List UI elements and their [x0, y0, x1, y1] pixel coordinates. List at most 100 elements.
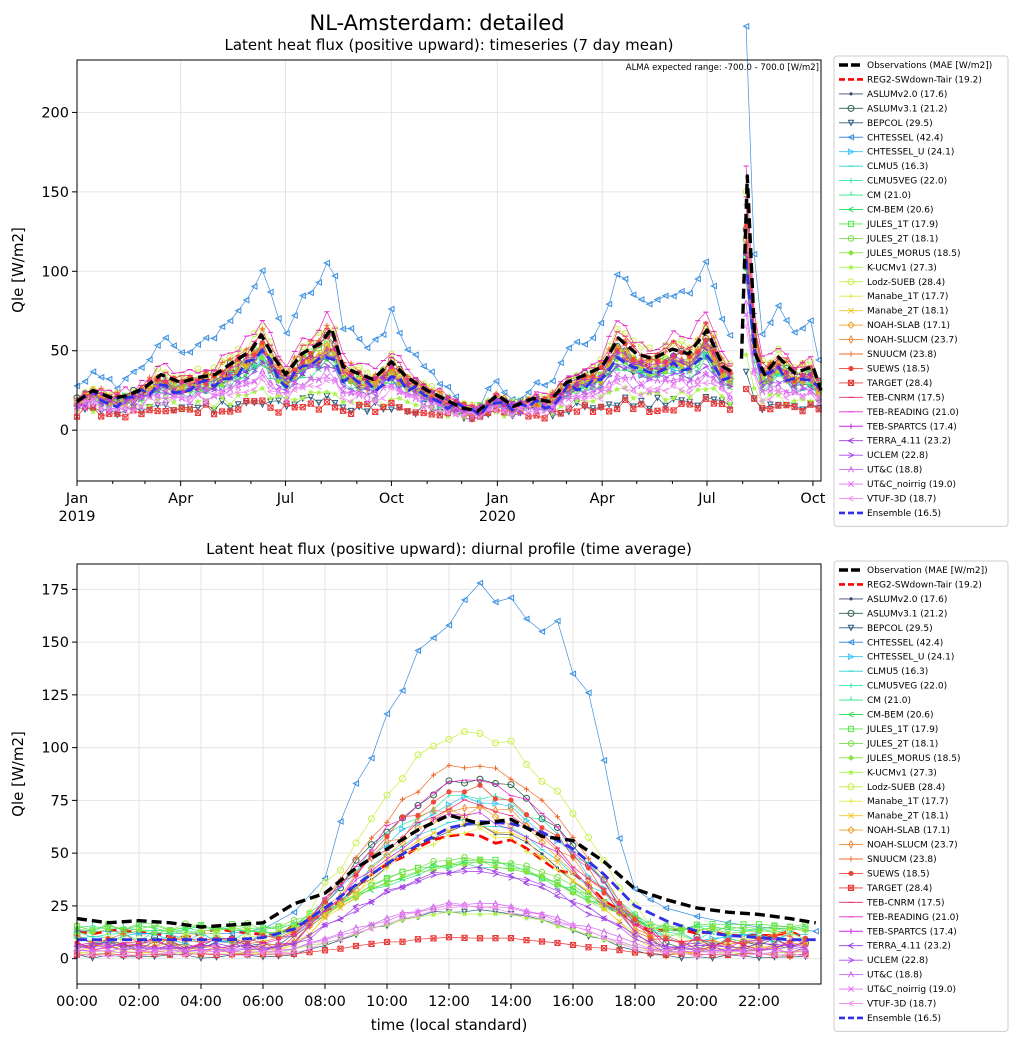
series-point-chtessel	[387, 305, 395, 313]
series-point-cm-bem	[694, 363, 701, 370]
legend-label-chtessel-u: CHTESSEL_U (24.1)	[867, 148, 954, 158]
series-point-vtuf-3d	[379, 395, 387, 402]
legend-label-noah-slucm: NOAH-SLUCM (23.7)	[867, 841, 958, 851]
series-point-k-ucmv1	[340, 398, 347, 405]
legend-marker-jules-2t	[847, 235, 855, 242]
series-point-vtuf-3d	[250, 386, 258, 393]
series-point-bepcol	[461, 908, 468, 916]
legend-marker-aslumv2-0	[849, 92, 853, 96]
series-line-lodz-sueb	[745, 191, 820, 381]
x-tick-label-06:00: 06:00	[242, 994, 284, 1010]
series-point-vtuf-3d	[613, 379, 620, 386]
series-point-k-ucmv1	[194, 398, 201, 405]
series-point-target	[339, 407, 347, 414]
legend-label-teb-spartcs: TEB-SPARTCS (17.4)	[866, 422, 957, 432]
series-point-vtuf-3d	[371, 398, 379, 405]
series-point-target	[267, 404, 274, 411]
series-point-target	[146, 407, 153, 414]
series-point-lodz-sueb	[315, 328, 323, 336]
series-point-k-ucmv1	[686, 394, 693, 401]
series-point-chtessel-u	[430, 810, 438, 817]
figure-title: NL-Amsterdam: detailed	[309, 11, 564, 35]
series-line-ensemble	[744, 259, 820, 388]
series-point-k-ucmv1	[614, 386, 621, 393]
series-point-aslumv3-1	[445, 777, 453, 785]
series-point-bepcol	[774, 401, 782, 409]
series-point-target	[468, 415, 476, 422]
legend-marker-vtuf-3d	[847, 495, 854, 502]
series-point-jules-morus	[219, 382, 226, 389]
series-point-terra-4-11	[331, 354, 338, 361]
series-point-chtessel	[331, 272, 339, 280]
series-point-vtuf-3d	[161, 400, 169, 407]
series-point-ut-c	[710, 376, 717, 383]
series-point-k-ucmv1	[404, 398, 411, 405]
series-point-target	[718, 400, 726, 408]
legend-label-teb-reading: TEB-READING (21.0)	[866, 913, 959, 923]
series-point-vtuf-3d	[387, 384, 395, 392]
series-point-snuucm	[437, 388, 443, 394]
series-point-ut-c-noirrig	[106, 409, 113, 415]
series-point-vtuf-3d	[347, 398, 354, 405]
series-point-snuucm	[679, 344, 685, 350]
series-point-bepcol	[605, 401, 613, 409]
legend-label-bepcol: BEPCOL (29.5)	[867, 119, 933, 129]
y-tick-label-200: 200	[41, 105, 69, 121]
series-point-suews	[523, 812, 530, 818]
series-point-vtuf-3d	[428, 405, 435, 412]
legend-label-jules-morus: JULES_MORUS (18.5)	[866, 249, 960, 259]
series-point-noah-slucm	[324, 344, 330, 354]
series-point-ut-c	[396, 384, 403, 392]
timeseries-panel: Latent heat flux (positive upward): time…	[9, 22, 1009, 527]
series-point-lodz-sueb	[194, 365, 202, 373]
series-point-chtessel	[290, 312, 298, 319]
series-point-chtessel	[363, 344, 371, 352]
series-point-ut-c-noirrig	[638, 380, 645, 387]
y-tick-label-100: 100	[41, 741, 69, 757]
series-point-ut-c-noirrig	[525, 409, 532, 416]
series-ensemble	[76, 259, 820, 417]
series-point-ut-c	[291, 378, 298, 386]
series-point-vtuf-3d	[105, 405, 113, 412]
series-point-target	[654, 407, 661, 414]
series-point-chtessel	[597, 319, 605, 327]
x-tick-label-2020-07-01: Jul	[697, 491, 716, 507]
series-point-suews	[570, 853, 576, 860]
y-tick-label-150: 150	[41, 185, 69, 201]
series-point-k-ucmv1	[251, 388, 258, 395]
series-point-bepcol	[678, 397, 686, 405]
series-point-k-ucmv1	[162, 394, 169, 401]
series-point-ut-c-noirrig	[614, 371, 621, 378]
x-tick-label-08:00: 08:00	[304, 994, 346, 1010]
series-point-k-ucmv1	[630, 395, 637, 402]
series-point-terra-4-11	[653, 365, 661, 372]
series-point-k-ucmv1	[718, 393, 725, 400]
series-point-target	[412, 409, 419, 416]
series-point-chtessel	[129, 368, 137, 376]
series-point-aslumv3-1	[414, 801, 422, 809]
series-point-target	[307, 400, 314, 407]
series-point-bepcol	[492, 908, 499, 916]
series-point-ut-c	[162, 387, 169, 395]
series-point-chtessel	[210, 334, 218, 342]
legend-label-suews: SUEWS (18.5)	[867, 869, 930, 879]
legend-marker-k-ucmv1	[848, 264, 854, 271]
series-point-uclem	[307, 363, 315, 370]
series-point-target	[122, 414, 129, 421]
series-point-ut-c-noirrig	[622, 376, 629, 383]
series-point-noah-slucm	[711, 354, 717, 364]
series-point-noah-slucm	[469, 411, 475, 421]
series-chtessel	[73, 579, 819, 937]
series-point-terra-4-11	[226, 371, 233, 378]
x-tick-label-02:00: 02:00	[118, 994, 160, 1010]
series-point-uclem	[267, 367, 275, 374]
x-tick-label-2020-01-01: Jan	[485, 491, 508, 507]
series-point-ut-c-noirrig	[662, 377, 669, 384]
legend-label-observations: Observations (MAE [W/m2])	[867, 61, 992, 71]
legend-label-cm: CM (21.0)	[867, 191, 911, 201]
series-point-jules-morus	[275, 378, 282, 385]
y-tick-label-0: 0	[60, 423, 69, 439]
series-point-bepcol	[331, 400, 339, 407]
series-point-chtessel	[419, 362, 427, 370]
series-point-chtessel	[145, 356, 153, 364]
